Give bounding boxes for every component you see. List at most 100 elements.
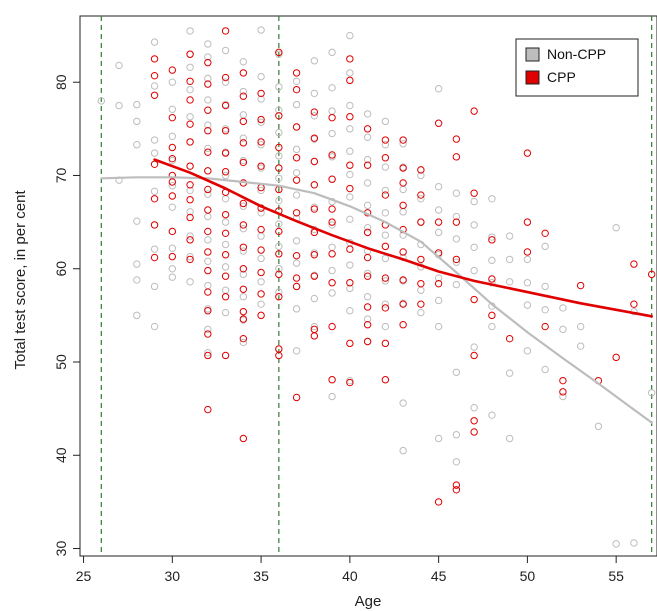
non-cpp-point — [488, 411, 496, 419]
non-cpp-point — [150, 245, 159, 253]
cpp-point — [523, 248, 532, 256]
cpp-point — [186, 181, 194, 189]
non-cpp-point — [275, 152, 283, 160]
non-cpp-point — [133, 141, 141, 149]
non-cpp-point — [328, 392, 336, 401]
cpp-point — [204, 227, 212, 236]
cpp-point — [204, 266, 212, 275]
non-cpp-point — [221, 308, 230, 317]
cpp-point — [204, 206, 212, 214]
non-cpp-point — [381, 186, 390, 195]
non-cpp-point — [239, 224, 248, 233]
non-cpp-point — [275, 242, 283, 251]
cpp-point — [257, 225, 265, 234]
non-cpp-point — [452, 212, 461, 221]
non-cpp-point — [275, 83, 283, 91]
cpp-point — [346, 245, 354, 253]
non-cpp-point — [328, 107, 336, 115]
non-cpp-point — [381, 300, 390, 308]
non-cpp-point — [186, 278, 194, 286]
cpp-point — [168, 252, 177, 261]
non-cpp-point — [168, 156, 177, 165]
cpp-point — [346, 76, 354, 85]
x-tick-label: 45 — [431, 568, 447, 584]
cpp-point — [346, 55, 354, 63]
cpp-point — [186, 213, 194, 222]
non-cpp-point — [275, 220, 283, 228]
non-cpp-point — [470, 243, 478, 251]
non-cpp-point — [292, 100, 301, 109]
cpp-point — [168, 66, 177, 74]
cpp-point — [204, 185, 212, 194]
cpp-point — [186, 77, 194, 85]
y-tick-label: 40 — [53, 447, 69, 463]
cpp-point — [452, 153, 461, 161]
non-cpp-point — [204, 144, 212, 153]
non-cpp-point — [310, 203, 319, 211]
cpp-point — [275, 293, 283, 301]
cpp-point — [204, 148, 212, 156]
non-cpp-point — [363, 155, 372, 164]
cpp-point — [470, 295, 478, 304]
non-cpp-point — [470, 197, 478, 206]
cpp-loess-line — [153, 158, 654, 318]
legend: Non-CPP CPP — [515, 38, 639, 97]
non-cpp-point — [186, 113, 194, 121]
cpp-point — [310, 134, 319, 142]
non-cpp-point — [576, 322, 585, 331]
cpp-point — [328, 151, 336, 159]
non-cpp-point — [204, 121, 212, 129]
non-cpp-point — [363, 110, 372, 118]
cpp-point — [452, 486, 461, 494]
cpp-point — [275, 227, 283, 236]
cpp-point — [399, 164, 407, 172]
non-cpp-point — [452, 368, 461, 376]
non-cpp-point — [434, 322, 443, 331]
non-cpp-point — [381, 209, 390, 217]
non-cpp-point — [346, 307, 354, 315]
non-cpp-point — [452, 235, 461, 243]
non-cpp-point — [292, 305, 301, 313]
cpp-point — [399, 136, 407, 144]
cpp-point — [452, 135, 461, 143]
cpp-point — [363, 272, 372, 280]
cpp-point — [239, 434, 248, 443]
cpp-point — [452, 255, 461, 264]
non-cpp-point — [434, 274, 443, 282]
non-cpp-point — [328, 243, 336, 251]
non-cpp-loess-line — [100, 176, 653, 424]
cpp-point — [204, 351, 212, 360]
cpp-point — [292, 123, 301, 131]
non-cpp-point — [363, 315, 372, 323]
non-cpp-point — [115, 61, 123, 70]
cpp-point — [239, 265, 248, 273]
cpp-point — [363, 303, 372, 311]
cpp-point — [275, 351, 283, 360]
non-cpp-point — [363, 269, 372, 278]
cpp-point — [523, 149, 532, 157]
cpp-point — [488, 311, 496, 320]
cpp-point — [310, 272, 319, 280]
non-cpp-point — [133, 311, 141, 320]
cpp-point — [204, 330, 212, 338]
non-cpp-point — [221, 218, 230, 226]
cpp-point — [186, 255, 194, 264]
cpp-point — [221, 293, 230, 301]
non-cpp-point — [328, 48, 336, 57]
cpp-point — [310, 157, 319, 166]
non-cpp-point — [328, 129, 336, 138]
non-cpp-point — [275, 196, 283, 205]
loess-curves — [100, 158, 654, 424]
non-cpp-point — [257, 278, 265, 286]
cpp-point — [363, 253, 372, 262]
non-cpp-point — [505, 232, 514, 240]
cpp-point — [541, 229, 549, 238]
cpp-point — [292, 393, 301, 402]
non-cpp-point — [239, 156, 248, 165]
non-cpp-point — [346, 261, 354, 269]
non-cpp-point — [239, 87, 248, 96]
non-cpp-point — [221, 78, 230, 86]
non-cpp-point — [292, 168, 301, 177]
cpp-point — [417, 191, 425, 199]
non-cpp-point — [221, 46, 230, 55]
